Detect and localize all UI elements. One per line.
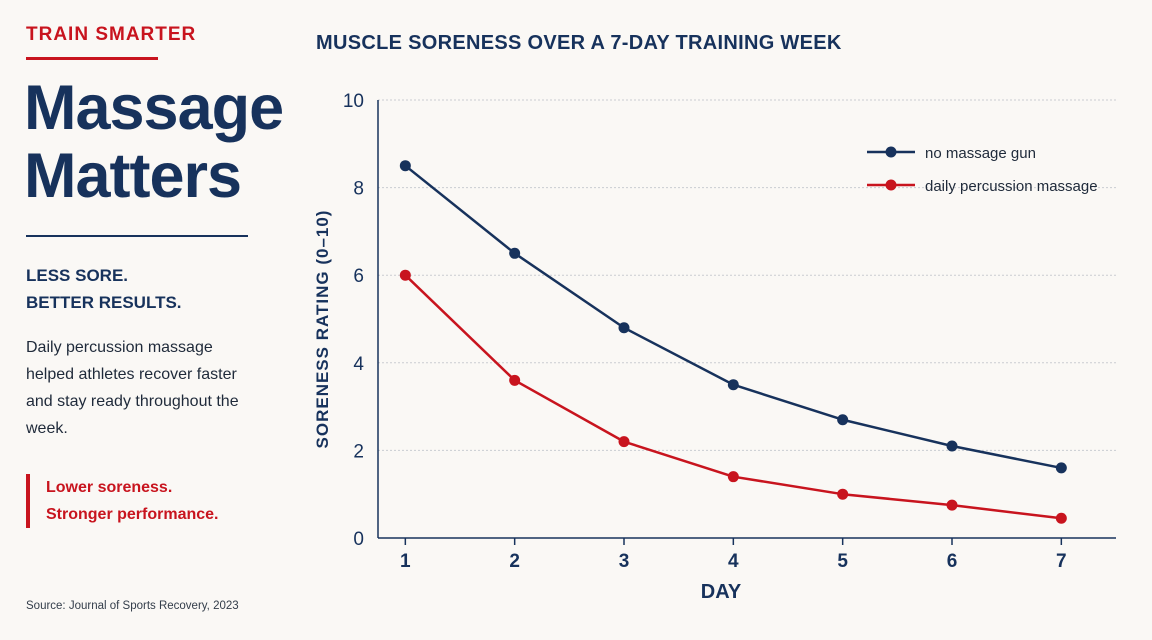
legend-label: no massage gun [925, 145, 1036, 162]
y-tick-label: 2 [353, 441, 364, 462]
y-tick-label: 6 [353, 266, 364, 287]
x-tick-label: 6 [947, 551, 958, 572]
data-point [946, 440, 958, 452]
y-tick-label: 10 [343, 91, 364, 112]
subhead-line-2: BETTER RESULTS. [26, 293, 182, 312]
left-panel: TRAIN SMARTER Massage Matters LESS SORE.… [0, 0, 284, 640]
legend-marker [885, 146, 897, 158]
callout-line-1: Lower soreness. [46, 479, 173, 496]
headline-line-2: Matters [24, 141, 242, 211]
x-tick-labels: 1 2 3 4 5 6 7 [400, 538, 1067, 572]
y-tick-label: 4 [353, 354, 364, 375]
x-axis-label: DAY [701, 581, 742, 603]
series-lines [399, 160, 1067, 524]
data-point [837, 414, 849, 426]
y-tick-labels: 0 2 4 6 8 10 [343, 91, 365, 550]
x-tick-label: 7 [1056, 551, 1067, 572]
y-axis-label: SORENESS RATING (0–10) [313, 210, 332, 449]
subhead: LESS SORE. BETTER RESULTS. [26, 262, 182, 316]
x-tick-label: 3 [619, 551, 630, 572]
data-point [618, 322, 630, 334]
legend-marker [885, 179, 897, 191]
data-point [837, 488, 849, 500]
data-point [509, 247, 521, 259]
legend: no massage gun daily percussion massage [867, 145, 1098, 195]
series-line-1 [404, 164, 1062, 470]
chart-title: MUSCLE SORENESS OVER A 7-DAY TRAINING WE… [316, 32, 842, 54]
y-tick-label: 8 [353, 179, 364, 200]
x-tick-label: 4 [728, 551, 739, 572]
source-note: Source: Journal of Sports Recovery, 2023 [26, 600, 239, 612]
callout-line-2: Stronger performance. [46, 506, 219, 523]
headline: Massage Matters [24, 73, 284, 211]
data-point [727, 471, 739, 483]
data-point [1055, 512, 1067, 524]
grid-lines [378, 99, 1116, 451]
data-point [727, 379, 739, 391]
x-tick-label: 2 [509, 551, 520, 572]
headline-line-1: Massage [24, 73, 284, 143]
subhead-line-1: LESS SORE. [26, 266, 129, 285]
headline-divider [26, 235, 248, 237]
x-tick-label: 5 [837, 551, 848, 572]
legend-label: daily percussion massage [925, 178, 1098, 195]
callout: Lower soreness. Stronger performance. [26, 474, 218, 528]
x-tick-label: 1 [400, 551, 411, 572]
data-point [399, 160, 411, 172]
y-tick-label: 0 [353, 529, 364, 550]
eyebrow-underline [26, 57, 158, 60]
data-point [509, 374, 521, 386]
data-point [618, 436, 630, 448]
eyebrow-label: TRAIN SMARTER [26, 24, 197, 45]
data-point [1055, 462, 1067, 474]
data-point [946, 499, 958, 511]
data-point [399, 269, 411, 281]
axes [377, 100, 1116, 539]
body-text: Daily percussion massage helped athletes… [26, 339, 239, 437]
